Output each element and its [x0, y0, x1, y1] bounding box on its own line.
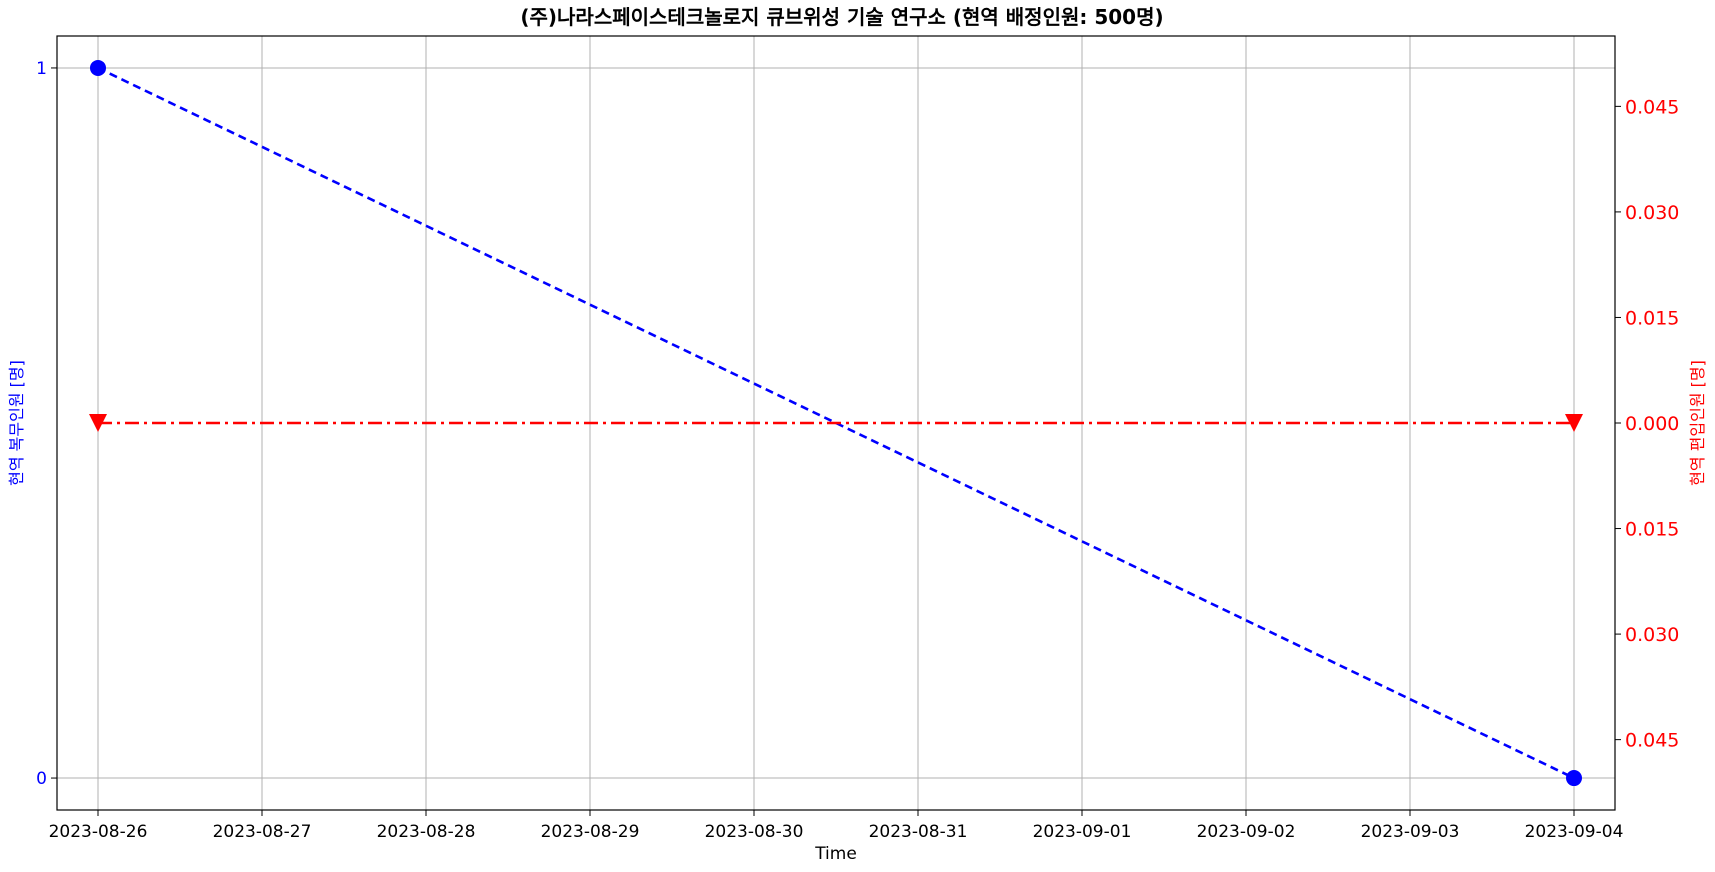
- right-tick-label: 0.045: [1625, 96, 1679, 118]
- series-1-point: [1565, 414, 1583, 432]
- x-axis-label: Time: [814, 844, 857, 864]
- x-tick-label: 2023-09-01: [1033, 822, 1132, 842]
- series-1-point: [89, 414, 107, 432]
- left-tick-label: 1: [36, 59, 47, 79]
- x-tick-label: 2023-08-28: [377, 822, 476, 842]
- right-tick-label: 0.030: [1625, 202, 1679, 224]
- series-0-point: [1566, 770, 1582, 787]
- x-tick-label: 2023-08-31: [869, 822, 968, 842]
- right-tick-label: 0.015: [1625, 307, 1679, 329]
- x-tick-label: 2023-08-30: [705, 822, 804, 842]
- right-tick-label: 0.015: [1625, 519, 1679, 541]
- right-tick-label: 0.030: [1625, 624, 1679, 646]
- chart-title: (주)나라스페이스테크놀로지 큐브위성 기술 연구소 (현역 배정인원: 500…: [520, 5, 1163, 29]
- left-y-axis-label: 현역 복무인원 [명]: [7, 360, 26, 486]
- right-y-axis: 0.045 0.030 0.015 0.000 0.015 0.030 0.045: [1615, 96, 1679, 752]
- x-tick-label: 2023-08-27: [213, 822, 312, 842]
- x-tick-label: 2023-08-29: [541, 822, 640, 842]
- x-tick-label: 2023-09-03: [1361, 822, 1460, 842]
- series-0-point: [90, 59, 106, 76]
- series-layer: [89, 59, 1583, 787]
- x-tick-label: 2023-09-04: [1525, 822, 1624, 842]
- x-axis: 2023-08-26 2023-08-27 2023-08-28 2023-08-29…: [49, 810, 1624, 842]
- right-tick-label: 0.000: [1625, 413, 1679, 435]
- right-tick-label: 0.045: [1625, 730, 1679, 752]
- right-y-axis-label: 현역 편입인원 [명]: [1688, 360, 1707, 486]
- left-y-axis: 01: [36, 59, 57, 789]
- x-tick-label: 2023-09-02: [1197, 822, 1296, 842]
- x-tick-label: 2023-08-26: [49, 822, 148, 842]
- left-tick-label: 0: [36, 769, 47, 789]
